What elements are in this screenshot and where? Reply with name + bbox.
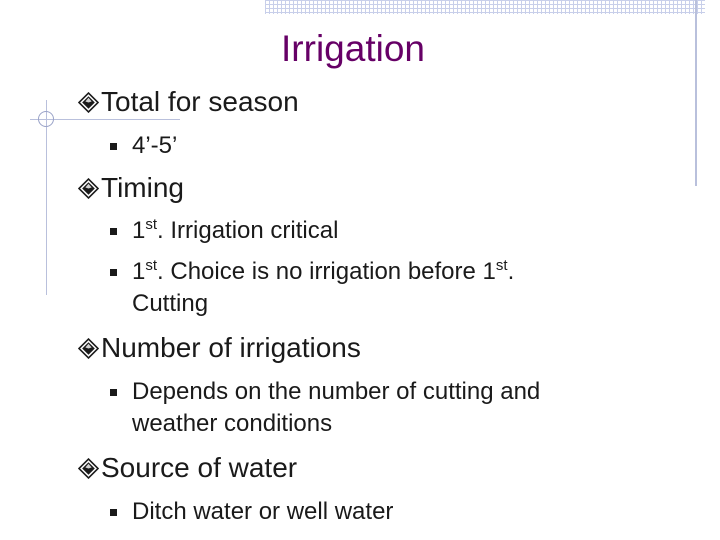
bullet-timing-1: 1st. Irrigation critical: [110, 215, 338, 247]
section-heading-source: Source of water: [78, 452, 297, 484]
bullet-text-line2: Cutting: [132, 290, 209, 317]
bullet-text-line2: weather conditions: [132, 410, 333, 437]
square-bullet-icon: [110, 228, 117, 235]
diamond-bullet-icon: [78, 338, 99, 359]
slide-title: Irrigation: [281, 28, 425, 69]
diamond-bullet-icon: [78, 178, 99, 199]
bullet-timing-2: 1st. Choice is no irrigation before 1st.…: [110, 256, 514, 320]
crosshair-icon: [38, 111, 54, 127]
square-bullet-icon: [110, 143, 117, 150]
template-horizontal-rule: [30, 119, 180, 120]
section-heading-text: Timing: [101, 172, 184, 203]
bullet-text: 1st. Irrigation critical: [132, 216, 339, 244]
square-bullet-icon: [110, 269, 117, 276]
section-heading-text: Number of irrigations: [101, 332, 361, 363]
template-grid-band: [265, 0, 705, 14]
section-heading-text: Source of water: [101, 452, 298, 483]
square-bullet-icon: [110, 389, 117, 396]
bullet-total-1: 4’-5’: [110, 130, 177, 162]
square-bullet-icon: [110, 509, 117, 516]
bullet-text: Ditch water or well water: [132, 498, 394, 525]
bullet-number-1: Depends on the number of cutting and wea…: [110, 376, 540, 440]
section-heading-text: Total for season: [101, 86, 299, 117]
section-heading-number: Number of irrigations: [78, 332, 361, 364]
bullet-text: Depends on the number of cutting and: [132, 378, 541, 405]
diamond-bullet-icon: [78, 458, 99, 479]
bullet-source-1: Ditch water or well water: [110, 496, 393, 528]
section-heading-total: Total for season: [78, 86, 299, 118]
bullet-text: 4’-5’: [132, 132, 178, 159]
template-right-rule: [695, 0, 697, 186]
section-heading-timing: Timing: [78, 172, 184, 204]
diamond-bullet-icon: [78, 92, 99, 113]
bullet-text: 1st. Choice is no irrigation before 1st.: [132, 257, 515, 285]
template-left-rule: [46, 100, 47, 295]
